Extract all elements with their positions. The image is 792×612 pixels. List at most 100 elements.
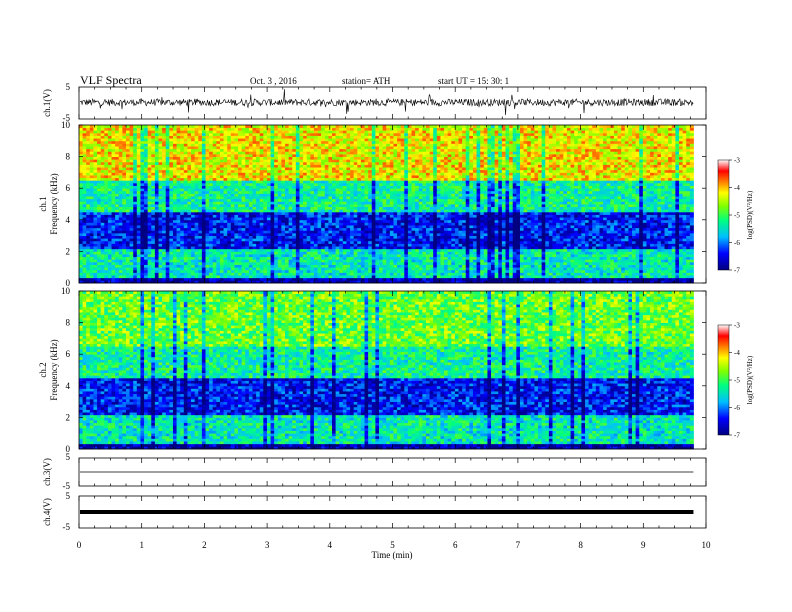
ch1-spectrogram-cell — [324, 156, 329, 160]
ch1-spectrogram-cell — [209, 232, 214, 236]
ch1-spectrogram-cell — [140, 172, 145, 176]
ch1-spectrogram-cell — [360, 201, 365, 205]
ch1-spectrogram-cell — [339, 230, 344, 234]
ch1-spectrogram-cell — [292, 280, 297, 284]
ch1-spectrogram-cell — [151, 143, 156, 147]
ch1-spectrogram-cell — [97, 132, 102, 136]
ch1-spectrogram-cell — [209, 185, 214, 189]
ch1-spectrogram-cell — [299, 225, 304, 229]
ch1-spectrogram-cell — [162, 238, 167, 242]
ch1-spectrogram-cell — [169, 198, 174, 202]
ch1-spectrogram-cell — [346, 193, 351, 197]
ch1-spectrogram-cell — [270, 148, 275, 152]
ch1-spectrogram-cell — [263, 256, 268, 260]
ch1-spectrogram-cell — [241, 180, 246, 184]
ch1-spectrogram-cell — [288, 159, 293, 163]
ch1-spectrogram-cell — [238, 269, 243, 273]
ch1-spectrogram-cell — [104, 135, 109, 139]
ch1-spectrogram-cell — [205, 161, 210, 165]
ch1-spectrogram-cell — [266, 222, 271, 226]
ch1-spectrogram-cell — [230, 175, 235, 179]
ch1-spectrogram-cell — [118, 151, 123, 155]
ch1-spectrogram-cell — [306, 206, 311, 210]
ch1-spectrogram-cell — [299, 222, 304, 226]
ch1-spectrogram-cell — [212, 153, 217, 157]
ch1-spectrogram-cell — [357, 169, 362, 173]
ch1-spectrogram-cell — [201, 125, 206, 129]
ch1-spectrogram-cell — [158, 275, 163, 279]
ch1-spectrogram-cell — [313, 143, 318, 147]
ch1-spectrogram-cell — [198, 272, 203, 276]
ch1-spectrogram-cell — [129, 156, 134, 160]
ch1-spectrogram-cell — [176, 167, 181, 171]
ch1-spectrogram-cell — [230, 254, 235, 258]
ch1-spectrogram-cell — [118, 280, 123, 284]
ch1-spectrogram-cell — [219, 201, 224, 205]
ch1-spectrogram-cell — [144, 198, 149, 202]
ch1-spectrogram-cell — [111, 161, 116, 165]
ch1-spectrogram-cell — [201, 204, 206, 208]
ch1-spectrogram-cell — [172, 259, 177, 263]
ch1-spectrogram-cell — [256, 196, 261, 200]
ch1-spectrogram-cell — [339, 246, 344, 250]
ch1-spectrogram-cell — [136, 151, 141, 155]
ch1-spectrogram-cell — [313, 222, 318, 226]
ch1-spectrogram-cell — [310, 251, 315, 255]
ch1-spectrogram-cell — [310, 172, 315, 176]
ch1-spectrogram-cell — [194, 238, 199, 242]
ch1-spectrogram-cell — [89, 225, 94, 229]
ch1-spectrogram-cell — [111, 143, 116, 147]
ch1-spectrogram-cell — [332, 188, 337, 192]
ch1-spectrogram-cell — [144, 127, 149, 131]
ch1-spectrogram-cell — [353, 151, 358, 155]
ch1-spectrogram-cell — [303, 243, 308, 247]
ch1-spectrogram-cell — [198, 175, 203, 179]
ch1-spectrogram-cell — [346, 240, 351, 244]
ch1-spectrogram-cell — [183, 180, 188, 184]
ch1-spectrogram-cell — [147, 198, 152, 202]
ch1-spectrogram-cell — [122, 264, 127, 268]
ch1-spectrogram-cell — [158, 246, 163, 250]
ch1-spectrogram-cell — [350, 180, 355, 184]
ch1-spectrogram-cell — [136, 172, 141, 176]
ch1-spectrogram-cell — [89, 135, 94, 139]
ch1-spectrogram-cell — [299, 217, 304, 221]
ch1-spectrogram-cell — [136, 222, 141, 226]
ch1-spectrogram-cell — [118, 222, 123, 226]
ch1-spectrogram-cell — [346, 167, 351, 171]
ch1-spectrogram-cell — [295, 146, 300, 150]
ch1-spectrogram-cell — [111, 235, 116, 239]
ch1-ytick-bottom: -5 — [63, 113, 71, 123]
ch1-spectrogram-cell — [227, 169, 232, 173]
ch1-spectrogram-cell — [248, 227, 253, 231]
ch1-spectrogram-cell — [245, 259, 250, 263]
ch1-spectrogram-cell — [158, 227, 163, 231]
ch1-spectrogram-cell — [360, 130, 365, 134]
ch1-spectrogram-cell — [259, 188, 264, 192]
ch1-spectrogram-cell — [180, 272, 185, 276]
ch1-spectrogram-cell — [248, 275, 253, 279]
ch1-spectrogram-cell — [288, 206, 293, 210]
ch1-spectrogram-cell — [198, 143, 203, 147]
ch1-spectrogram-cell — [104, 188, 109, 192]
ch1-spectrogram-cell — [147, 261, 152, 265]
ch1-spectrogram-cell — [321, 185, 326, 189]
ch1-spectrogram-cell — [324, 225, 329, 229]
ch1-spectrogram-cell — [136, 153, 141, 157]
ch1-spectrogram-cell — [317, 148, 322, 152]
ch1-spectrogram-cell — [245, 264, 250, 268]
ch1-spectrogram-cell — [86, 264, 91, 268]
ch1-spectrogram-cell — [332, 256, 337, 260]
ch1-spectrogram-cell — [183, 127, 188, 131]
ch1-spectrogram-cell — [328, 230, 333, 234]
ch1-spectrogram-cell — [147, 246, 152, 250]
ch1-spectrogram-cell — [259, 256, 264, 260]
ch1-spectrogram-cell — [299, 267, 304, 271]
ch1-spectrogram-cell — [122, 198, 127, 202]
ch1-spectrogram-cell — [277, 217, 282, 221]
ch1-spectrogram-cell — [205, 198, 210, 202]
ch1-spectrogram-cell — [219, 172, 224, 176]
ch1-spectrogram-cell — [285, 151, 290, 155]
ch1-spectrogram-cell — [259, 251, 264, 255]
ch1-spectrogram-cell — [350, 254, 355, 258]
